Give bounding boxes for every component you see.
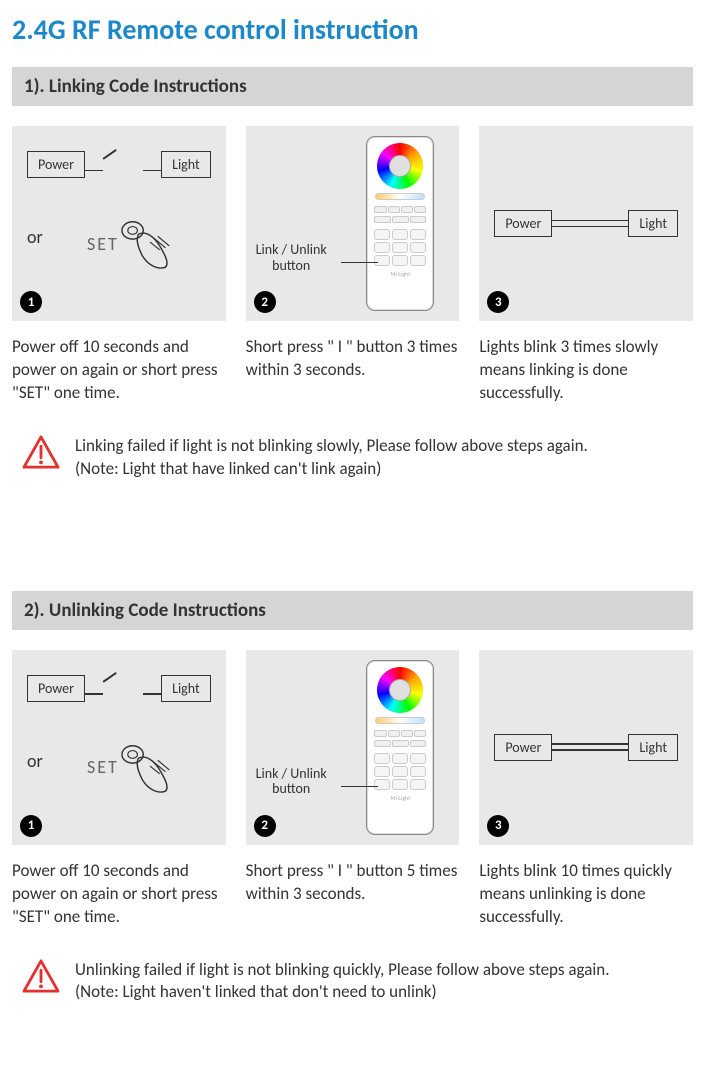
step-illustration: Power Light 3	[479, 126, 693, 321]
section-header: 1). Linking Code Instructions	[12, 67, 693, 106]
hand-press-icon	[121, 216, 179, 271]
step-illustration: Power Light or SET	[12, 650, 226, 845]
step-card-3: Power Light 3	[479, 126, 693, 321]
light-box: Light	[161, 675, 211, 702]
step-card-1: Power Light or SET	[12, 650, 226, 845]
step-number-badge: 3	[487, 291, 509, 313]
light-box: Light	[628, 210, 678, 237]
step-number-badge: 3	[487, 815, 509, 837]
link-unlink-label: Link / Unlink button	[256, 766, 327, 797]
step-card-3: Power Light 3	[479, 650, 693, 845]
cct-slider-icon	[375, 717, 425, 724]
remote-brand: Mi·Light	[390, 270, 410, 278]
light-box: Light	[628, 734, 678, 761]
steps-row: Power Light or SET	[12, 650, 693, 845]
button-strip	[374, 216, 426, 223]
remote-icon: Mi·Light	[366, 660, 434, 835]
step-caption: Short press " I " button 5 times within …	[246, 860, 460, 929]
power-box: Power	[27, 151, 85, 178]
step-caption: Short press " I " button 3 times within …	[246, 336, 460, 405]
zone-grid	[374, 753, 426, 790]
wire-icon	[552, 223, 628, 225]
step-number-badge: 2	[254, 815, 276, 837]
remote-icon: Mi·Light	[366, 136, 434, 311]
step-illustration: Link / Unlink button Mi·Light	[246, 126, 460, 321]
step-caption: Lights blink 3 times slowly means linkin…	[479, 336, 693, 405]
step-number-badge: 2	[254, 291, 276, 313]
captions-row: Power off 10 seconds and power on again …	[12, 336, 693, 405]
section-header: 2). Unlinking Code Instructions	[12, 591, 693, 630]
pointer-line	[341, 786, 378, 787]
warning-row: Unlinking failed if light is not blinkin…	[12, 959, 693, 1005]
section-unlinking: 2). Unlinking Code Instructions Power Li…	[12, 591, 693, 1005]
wire-icon	[552, 746, 628, 748]
set-label: SET	[87, 233, 119, 255]
zone-grid	[374, 229, 426, 266]
cct-slider-icon	[375, 193, 425, 200]
warning-text: Linking failed if light is not blinking …	[75, 435, 588, 481]
step-caption: Lights blink 10 times quickly means unli…	[479, 860, 693, 929]
step-illustration: Link / Unlink button Mi·Light	[246, 650, 460, 845]
switch-icon	[85, 678, 161, 698]
warning-icon	[22, 959, 60, 993]
step-caption: Power off 10 seconds and power on again …	[12, 336, 226, 405]
button-strip	[374, 740, 426, 747]
warning-icon	[22, 435, 60, 469]
step-illustration: Power Light or SET	[12, 126, 226, 321]
step-number-badge: 1	[20, 815, 42, 837]
switch-icon	[85, 155, 161, 175]
link-unlink-label: Link / Unlink button	[256, 242, 327, 273]
step-caption: Power off 10 seconds and power on again …	[12, 860, 226, 929]
or-label: or	[27, 750, 43, 772]
hand-press-icon	[121, 740, 179, 795]
step-illustration: Power Light 3	[479, 650, 693, 845]
captions-row: Power off 10 seconds and power on again …	[12, 860, 693, 929]
power-box: Power	[27, 675, 85, 702]
color-wheel-icon	[377, 667, 423, 713]
pointer-line	[341, 262, 378, 263]
power-box: Power	[494, 210, 552, 237]
button-strip	[374, 730, 426, 737]
page-title: 2.4G RF Remote control instruction	[12, 12, 693, 47]
section-linking: 1). Linking Code Instructions Power Ligh…	[12, 67, 693, 481]
steps-row: Power Light or SET	[12, 126, 693, 321]
or-label: or	[27, 226, 43, 248]
set-label: SET	[87, 756, 119, 778]
power-box: Power	[494, 734, 552, 761]
warning-text: Unlinking failed if light is not blinkin…	[75, 959, 610, 1005]
warning-row: Linking failed if light is not blinking …	[12, 435, 693, 481]
step-number-badge: 1	[20, 291, 42, 313]
light-box: Light	[161, 151, 211, 178]
step-card-2: Link / Unlink button Mi·Light	[246, 650, 460, 845]
button-strip	[374, 206, 426, 213]
color-wheel-icon	[377, 143, 423, 189]
step-card-2: Link / Unlink button Mi·Light	[246, 126, 460, 321]
remote-brand: Mi·Light	[390, 794, 410, 802]
step-card-1: Power Light or SET	[12, 126, 226, 321]
